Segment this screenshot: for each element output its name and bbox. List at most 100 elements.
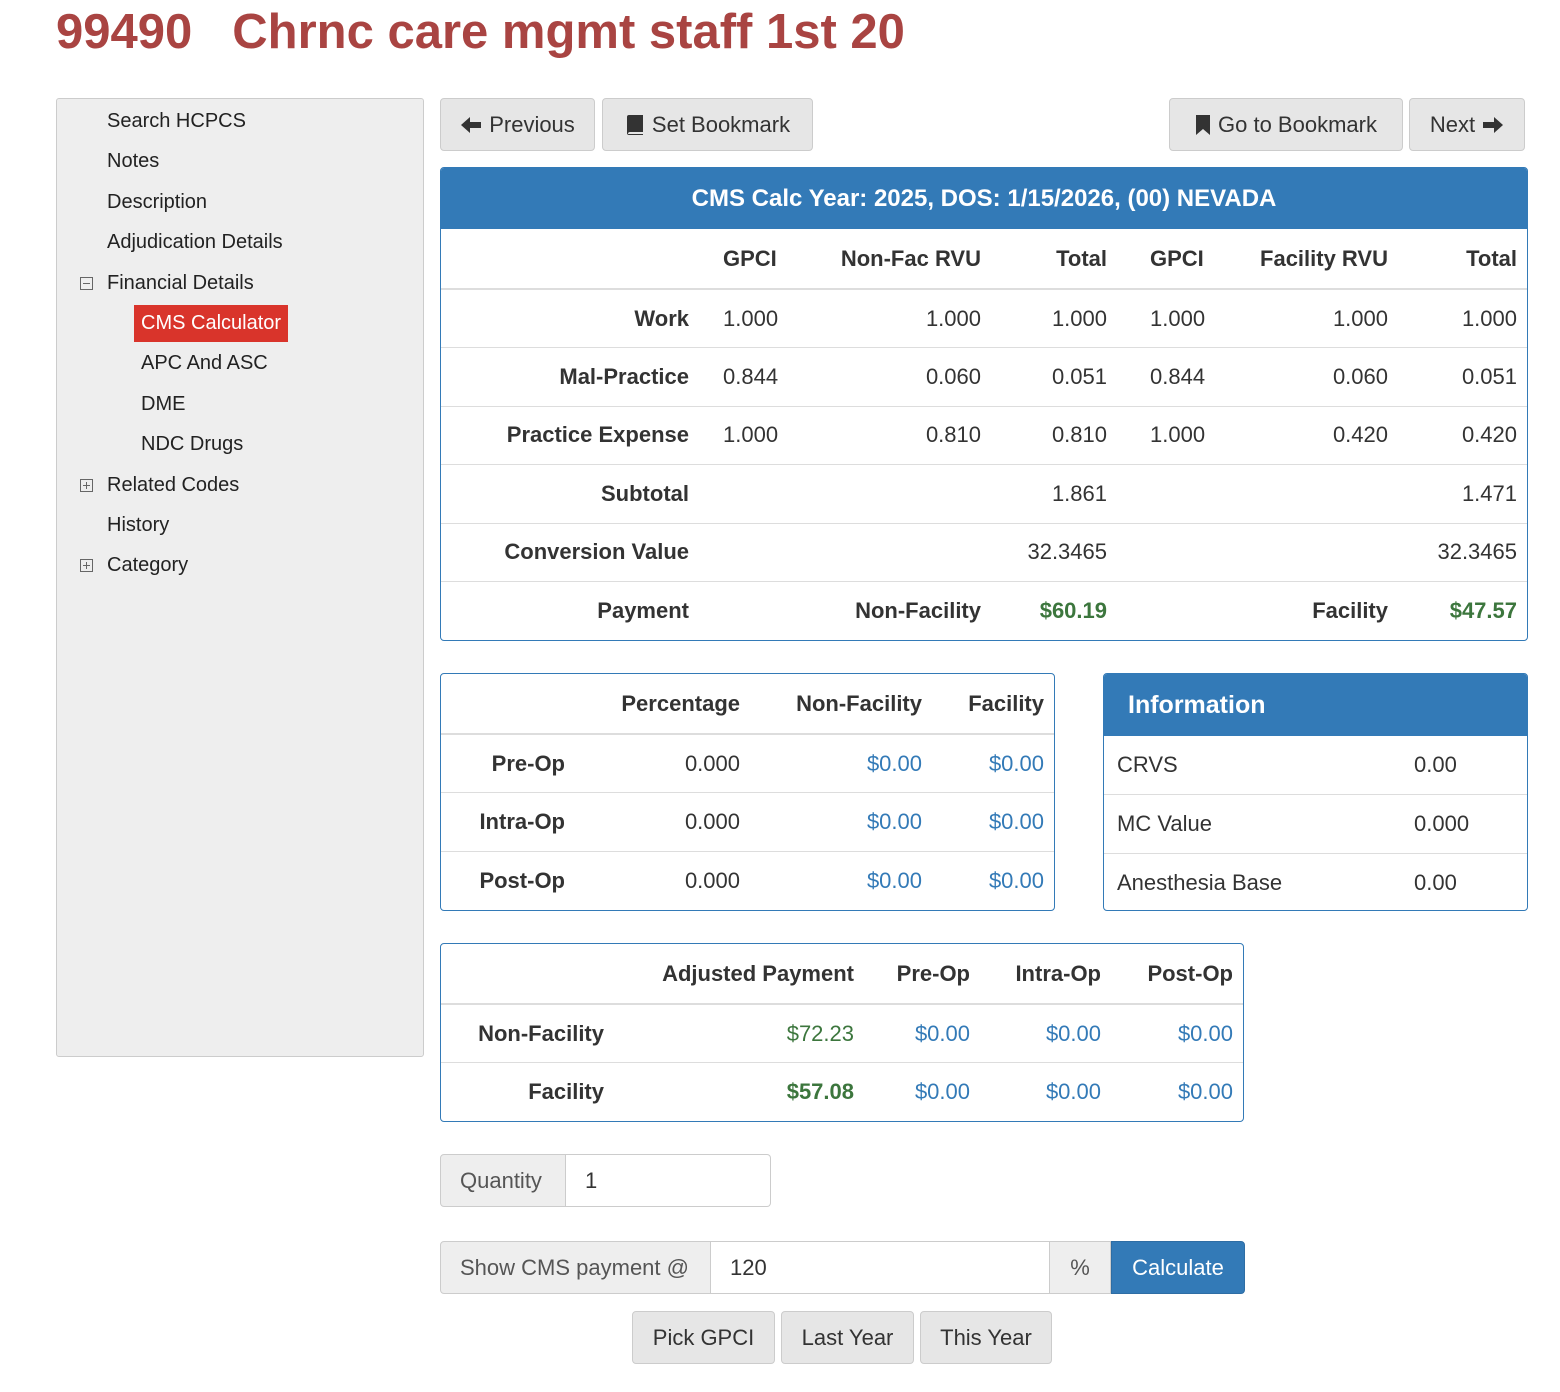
table-cell: Post-Op xyxy=(441,850,577,910)
sidebar-item[interactable]: APC And ASC xyxy=(141,352,268,375)
toggle-icon[interactable] xyxy=(80,559,93,573)
title: Chrnc care mgmt staff 1st 20 xyxy=(232,5,905,59)
cms-table: GPCI Non-Fac RVU Total GPCI Facility RVU Tota… xyxy=(441,229,1527,640)
table-row: Mal-Practice 0.844 0.060 0.051 0.844 0.060 0.0… xyxy=(441,347,1527,406)
arrow-right-icon xyxy=(1483,116,1504,133)
sidebar-item[interactable]: History xyxy=(107,514,170,536)
table-cell: $0.00 xyxy=(866,1062,982,1121)
table-cell xyxy=(1119,464,1219,523)
information-title: Information xyxy=(1104,674,1527,736)
table-cell: Practice Expense xyxy=(441,405,701,465)
header-row: GPCI Non-Fac RVU Total GPCI Facility RVU Tota… xyxy=(441,229,1527,290)
sidebar-item[interactable]: DME xyxy=(141,392,186,415)
sidebar-item[interactable]: CMS Calculator xyxy=(134,305,289,342)
header-cell: Facility xyxy=(934,674,1054,735)
go-to-bookmark-button[interactable]: Go to Bookmark xyxy=(1169,98,1403,151)
table-cell: 1.000 xyxy=(1400,288,1527,348)
cms-payment-group: Show CMS payment @ 120 % Calculate xyxy=(440,1241,1245,1294)
table-cell: 0.420 xyxy=(1219,405,1400,465)
table-cell: Pre-Op xyxy=(441,733,577,793)
table-cell: 0.051 xyxy=(993,347,1119,406)
pick-gpci-button[interactable]: Pick GPCI xyxy=(632,1311,775,1364)
button-label: Next xyxy=(1429,111,1476,137)
table-cell: 1.000 xyxy=(1119,405,1219,465)
table-cell: $0.00 xyxy=(1113,1062,1243,1121)
percent-panel: Percentage Non-Facility Facility Pre-Op 0.00… xyxy=(440,673,1055,911)
table-cell: $0.00 xyxy=(752,850,934,910)
table-cell: Non-Facility xyxy=(441,1003,616,1063)
table-cell: Anesthesia Base xyxy=(1104,852,1401,910)
calculate-button[interactable]: Calculate xyxy=(1111,1241,1245,1294)
adjusted-table: Adjusted Payment Pre-Op Intra-Op Post-Op Non… xyxy=(441,944,1243,1121)
table-cell: 0.000 xyxy=(577,733,752,793)
table-cell: 1.000 xyxy=(1219,288,1400,348)
table-cell: Subtotal xyxy=(441,464,701,523)
table-cell: 0.060 xyxy=(1219,347,1400,406)
table-cell: 0.810 xyxy=(801,405,993,465)
cms-payment-input[interactable]: 120 xyxy=(711,1241,1050,1294)
sidebar-item[interactable]: Related Codes xyxy=(107,473,240,496)
table-row: Work 1.000 1.000 1.000 1.000 1.000 1.000 xyxy=(441,288,1527,348)
cms-title: CMS Calc Year: 2025, DOS: 1/15/2026, (00… xyxy=(441,168,1527,229)
toggle-icon[interactable] xyxy=(80,478,93,492)
table-row: Practice Expense 1.000 0.810 0.810 1.000 0.42… xyxy=(441,405,1527,465)
sidebar-item[interactable]: Search HCPCS xyxy=(107,110,246,132)
button-label: Set Bookmark xyxy=(651,111,791,137)
table-cell: 1.000 xyxy=(701,405,801,465)
table-cell: 0.000 xyxy=(1401,794,1527,853)
table-cell: Intra-Op xyxy=(441,792,577,851)
header-cell: Non-Facility xyxy=(752,674,934,735)
table-cell: 0.00 xyxy=(1401,852,1527,910)
percent-addon: % xyxy=(1050,1241,1111,1294)
quantity-label: Quantity xyxy=(440,1154,566,1207)
table-row: MC Value 0.000 xyxy=(1104,794,1527,853)
header-row: Percentage Non-Facility Facility xyxy=(441,674,1054,735)
quantity-group: Quantity 1 xyxy=(440,1154,771,1207)
header-row: Adjusted Payment Pre-Op Intra-Op Post-Op xyxy=(441,944,1243,1005)
table-cell: $0.00 xyxy=(934,733,1054,793)
information-table: CRVS 0.00 MC Value 0.000 Anesthesia Base 0.00 xyxy=(1104,736,1527,910)
table-cell: 1.000 xyxy=(801,288,993,348)
previous-button[interactable]: Previous xyxy=(440,98,595,151)
sidebar-item[interactable]: Financial Details xyxy=(107,271,254,294)
quantity-input[interactable]: 1 xyxy=(566,1154,771,1207)
table-cell: MC Value xyxy=(1104,794,1401,853)
table-cell xyxy=(1219,464,1400,523)
last-year-button[interactable]: Last Year xyxy=(781,1311,914,1364)
table-cell: 0.844 xyxy=(1119,347,1219,406)
header-cell: GPCI xyxy=(701,229,801,290)
table-cell xyxy=(1219,522,1400,582)
table-row: Conversion Value 32.3465 32.3465 xyxy=(441,522,1527,582)
table-cell: Mal-Practice xyxy=(441,347,701,406)
table-cell: $0.00 xyxy=(752,792,934,851)
table-cell: 32.3465 xyxy=(1400,522,1527,582)
header-cell: Non-Fac RVU xyxy=(801,229,993,290)
table-row: Subtotal 1.861 1.471 xyxy=(441,464,1527,523)
table-cell xyxy=(801,522,993,582)
table-cell: $57.08 xyxy=(616,1062,866,1121)
table-cell: $0.00 xyxy=(934,850,1054,910)
sidebar-item[interactable]: NDC Drugs xyxy=(141,433,244,456)
this-year-button[interactable]: This Year xyxy=(920,1311,1052,1364)
table-cell xyxy=(1119,522,1219,582)
header-cell: Percentage xyxy=(577,674,752,735)
next-button[interactable]: Next xyxy=(1409,98,1525,151)
table-cell: $0.00 xyxy=(982,1003,1113,1063)
sidebar-item[interactable]: Description xyxy=(107,190,208,213)
toggle-icon[interactable] xyxy=(80,276,93,290)
arrow-left-icon xyxy=(461,116,482,133)
table-cell: $0.00 xyxy=(866,1003,982,1063)
table-cell: Conversion Value xyxy=(441,522,701,582)
table-row: Payment Non-Facility $60.19 Facility $47.57 xyxy=(441,581,1527,640)
table-row: CRVS 0.00 xyxy=(1104,736,1527,795)
header-cell: Post-Op xyxy=(1113,944,1243,1005)
table-cell: Work xyxy=(441,288,701,348)
sidebar-item[interactable]: Notes xyxy=(107,150,160,173)
sidebar-item[interactable]: Adjudication Details xyxy=(107,231,283,254)
table-cell xyxy=(701,464,801,523)
set-bookmark-button[interactable]: Set Bookmark xyxy=(602,98,813,151)
header-cell: Intra-Op xyxy=(982,944,1113,1005)
sidebar-item[interactable]: Category xyxy=(107,554,189,577)
